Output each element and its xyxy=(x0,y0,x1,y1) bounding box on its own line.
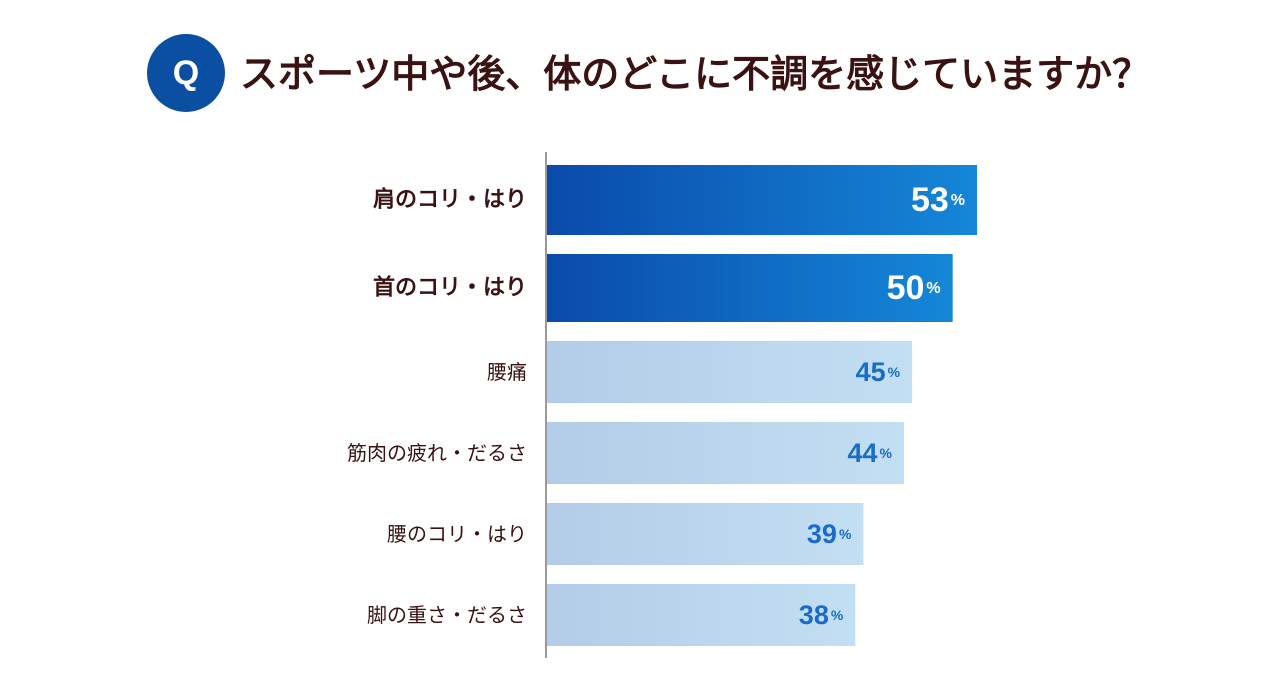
category-label: 筋肉の疲れ・だるさ xyxy=(347,441,527,465)
bar xyxy=(547,584,856,646)
category-label: 首のコリ・はり xyxy=(373,275,527,301)
data-label: 39% xyxy=(807,519,852,549)
category-label: 肩のコリ・はり xyxy=(373,187,527,213)
question-badge-letter: Q xyxy=(172,54,200,92)
question-badge: Q xyxy=(147,34,225,112)
category-label: 腰のコリ・はり xyxy=(387,522,527,546)
category-label: 腰痛 xyxy=(487,360,527,384)
question-title: スポーツ中や後、体のどこに不調を感じていますか？ xyxy=(240,52,1151,96)
bar xyxy=(547,254,953,322)
bar xyxy=(547,165,977,235)
data-label: 38% xyxy=(799,600,844,630)
data-label: 45% xyxy=(856,357,901,387)
bar xyxy=(547,422,904,484)
data-label: 53% xyxy=(911,181,965,219)
bar xyxy=(547,341,913,403)
bar xyxy=(547,503,864,565)
category-label: 脚の重さ・だるさ xyxy=(367,603,527,627)
data-label: 50% xyxy=(887,269,941,307)
data-label: 44% xyxy=(847,438,892,468)
